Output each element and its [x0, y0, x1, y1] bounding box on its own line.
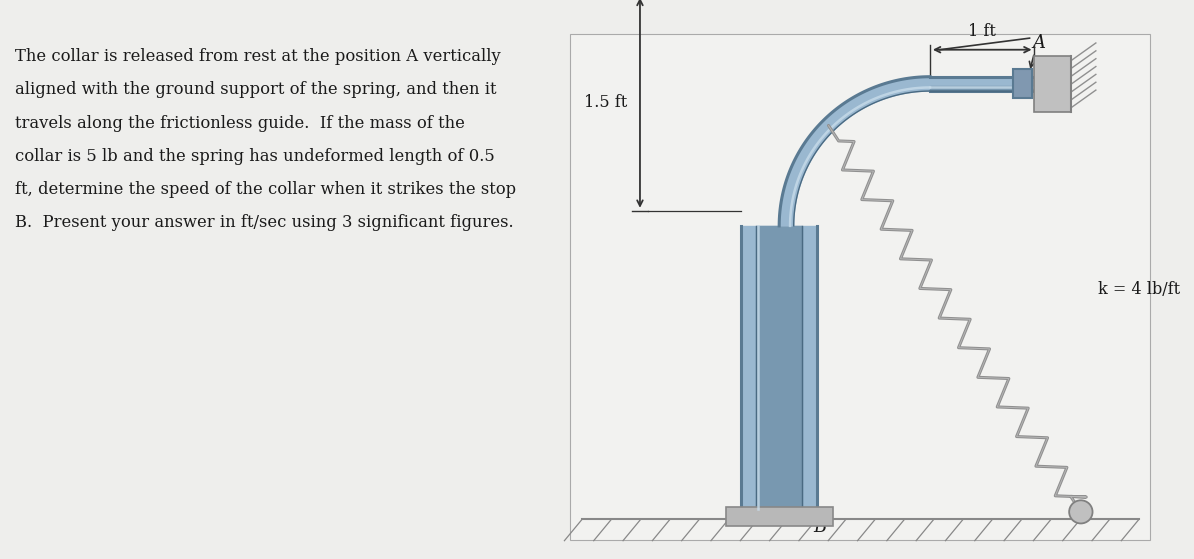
Polygon shape [1034, 55, 1071, 112]
Polygon shape [780, 77, 930, 226]
Polygon shape [756, 226, 802, 509]
Polygon shape [1013, 69, 1033, 98]
Text: 1 ft: 1 ft [968, 23, 996, 40]
Polygon shape [726, 507, 833, 526]
Text: travels along the frictionless guide.  If the mass of the: travels along the frictionless guide. If… [14, 115, 464, 131]
Circle shape [1069, 500, 1093, 523]
Polygon shape [930, 77, 1034, 91]
Text: aligned with the ground support of the spring, and then it: aligned with the ground support of the s… [14, 81, 497, 98]
Polygon shape [930, 86, 1034, 91]
Text: B: B [813, 518, 826, 536]
Text: k = 4 lb/ft: k = 4 lb/ft [1098, 281, 1181, 299]
Text: ft, determine the speed of the collar when it strikes the stop: ft, determine the speed of the collar wh… [14, 181, 516, 198]
Text: The collar is released from rest at the position A vertically: The collar is released from rest at the … [14, 48, 500, 65]
Text: A: A [1033, 34, 1046, 52]
Text: 1.5 ft: 1.5 ft [584, 94, 628, 111]
Text: collar is 5 lb and the spring has undeformed length of 0.5: collar is 5 lb and the spring has undefo… [14, 148, 494, 165]
Polygon shape [741, 226, 817, 509]
Text: B.  Present your answer in ft/sec using 3 significant figures.: B. Present your answer in ft/sec using 3… [14, 214, 513, 231]
Polygon shape [571, 34, 1151, 540]
